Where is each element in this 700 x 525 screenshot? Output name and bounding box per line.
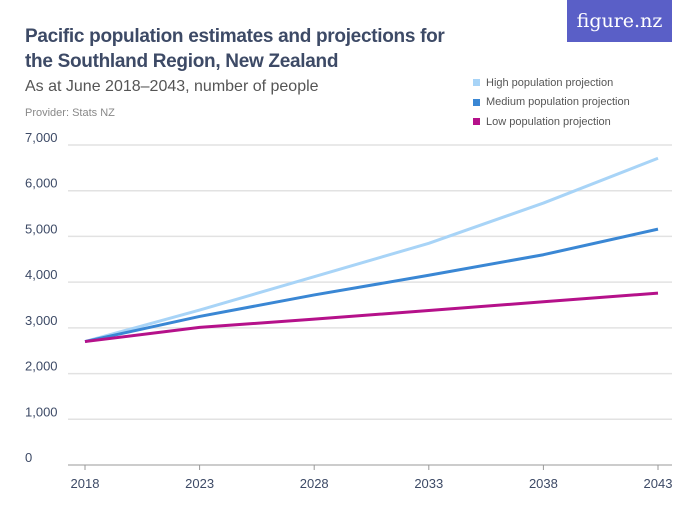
y-tick-label: 4,000 — [25, 267, 58, 282]
y-tick-label: 3,000 — [25, 313, 58, 328]
chart-subtitle: As at June 2018–2043, number of people — [25, 78, 319, 95]
legend-item-low: Low population projection — [473, 112, 630, 132]
legend-item-high: High population projection — [473, 73, 630, 93]
legend-swatch — [473, 79, 480, 87]
legend-swatch — [473, 118, 480, 126]
x-tick-label: 2038 — [529, 476, 558, 491]
x-tick-label: 2018 — [71, 476, 100, 491]
legend: High population projection Medium popula… — [473, 73, 630, 132]
figure-nz-logo[interactable]: figure.nz — [567, 0, 672, 42]
x-tick-label: 2033 — [414, 476, 443, 491]
x-tick-label: 2023 — [185, 476, 214, 491]
series-line-medium — [84, 227, 659, 344]
x-tick-label: 2043 — [644, 476, 673, 491]
y-tick-label: 5,000 — [25, 221, 58, 236]
legend-swatch — [473, 98, 480, 106]
y-tick-label: 6,000 — [25, 176, 58, 191]
series-line-high — [84, 156, 659, 344]
series-line-low — [84, 291, 659, 344]
x-tick-label: 2028 — [300, 476, 329, 491]
y-tick-label: 2,000 — [25, 359, 58, 374]
y-tick-label: 1,000 — [25, 404, 58, 419]
y-tick-label: 7,000 — [25, 130, 58, 145]
provider-label: Provider: Stats NZ — [25, 107, 115, 119]
legend-item-medium: Medium population projection — [473, 93, 630, 113]
y-tick-label: 0 — [25, 450, 32, 465]
chart-title: Pacific population estimates and project… — [25, 26, 445, 72]
